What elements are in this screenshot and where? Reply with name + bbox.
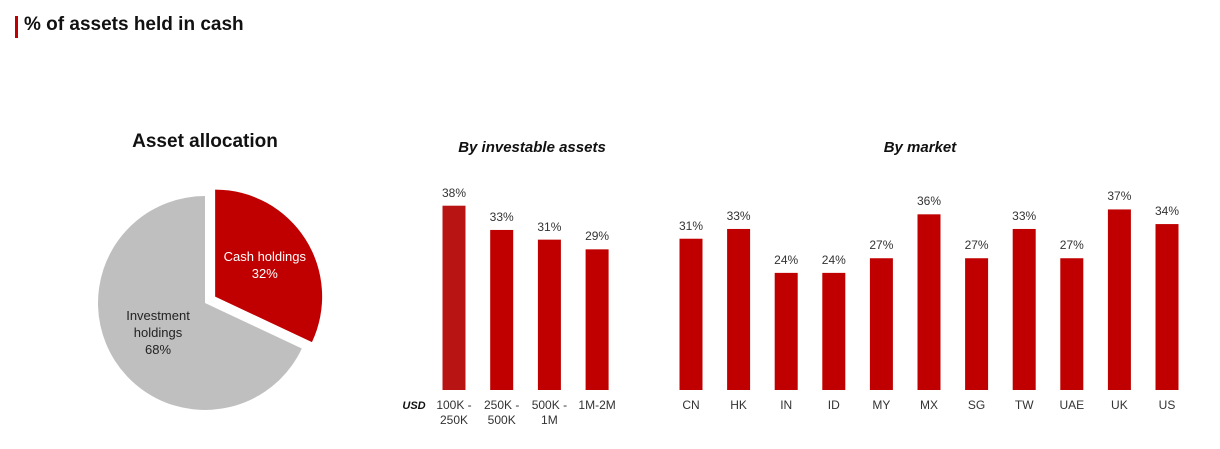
- bar: [965, 258, 989, 390]
- data-label: 33%: [489, 209, 514, 224]
- data-label: 27%: [964, 238, 989, 253]
- x-tick-label: MY: [872, 398, 891, 412]
- bar: [822, 272, 846, 390]
- page-title: % of assets held in cash: [24, 14, 244, 35]
- pie-title: Asset allocation: [132, 131, 278, 152]
- bar: [1155, 224, 1179, 390]
- x-tick-label: TW: [1014, 398, 1034, 412]
- x-tick-label: 1M-2M: [578, 398, 616, 412]
- x-tick-label: UK: [1111, 398, 1128, 412]
- bar: [1107, 209, 1131, 390]
- chart-title: By market: [883, 139, 957, 156]
- x-tick-label: ID: [827, 398, 840, 412]
- data-label: 27%: [869, 238, 894, 253]
- data-label: 33%: [726, 208, 751, 223]
- data-label: 24%: [821, 252, 846, 267]
- data-label: 24%: [774, 252, 799, 267]
- data-label: 36%: [916, 194, 942, 209]
- data-label: 34%: [1154, 204, 1180, 219]
- x-tick-label: UAE: [1059, 398, 1085, 412]
- data-label: 37%: [1107, 189, 1132, 204]
- x-tick-label: 250K - 500K: [484, 398, 520, 427]
- x-axis-label: USD: [402, 400, 426, 412]
- slice-label: Cash holdings: [223, 249, 306, 265]
- slice-value-label: 68%: [145, 342, 172, 358]
- x-tick-label: 100K - 250K: [436, 398, 472, 427]
- slice-value-label: 32%: [251, 266, 278, 282]
- data-label: 29%: [585, 229, 610, 244]
- x-tick-label: SG: [967, 398, 986, 412]
- bar: [1060, 258, 1084, 390]
- pie-slice: [215, 189, 323, 343]
- data-label: 33%: [1012, 208, 1037, 223]
- pie-slice: [98, 196, 302, 410]
- bar: [537, 239, 561, 390]
- title-accent: [15, 16, 18, 38]
- bar: [917, 214, 941, 390]
- bar: [869, 258, 893, 390]
- data-label: 31%: [537, 219, 562, 234]
- chart-title: By investable assets: [458, 139, 606, 156]
- data-label: 31%: [678, 218, 704, 233]
- x-tick-label: HK: [730, 398, 747, 412]
- x-tick-label: MX: [920, 398, 938, 412]
- bar: [442, 205, 466, 390]
- bar: [774, 272, 798, 390]
- x-tick-label: US: [1158, 398, 1176, 412]
- bar: [585, 249, 609, 390]
- bar: [727, 228, 751, 390]
- data-label: 27%: [1059, 238, 1084, 253]
- slice-label: Investment holdings: [126, 308, 190, 341]
- data-label: 38%: [441, 185, 467, 200]
- bar: [679, 238, 703, 390]
- x-tick-label: IN: [780, 398, 793, 412]
- x-tick-label: CN: [682, 398, 700, 412]
- bar: [1012, 228, 1036, 390]
- bar: [490, 229, 514, 390]
- x-tick-label: 500K - 1M: [531, 398, 568, 427]
